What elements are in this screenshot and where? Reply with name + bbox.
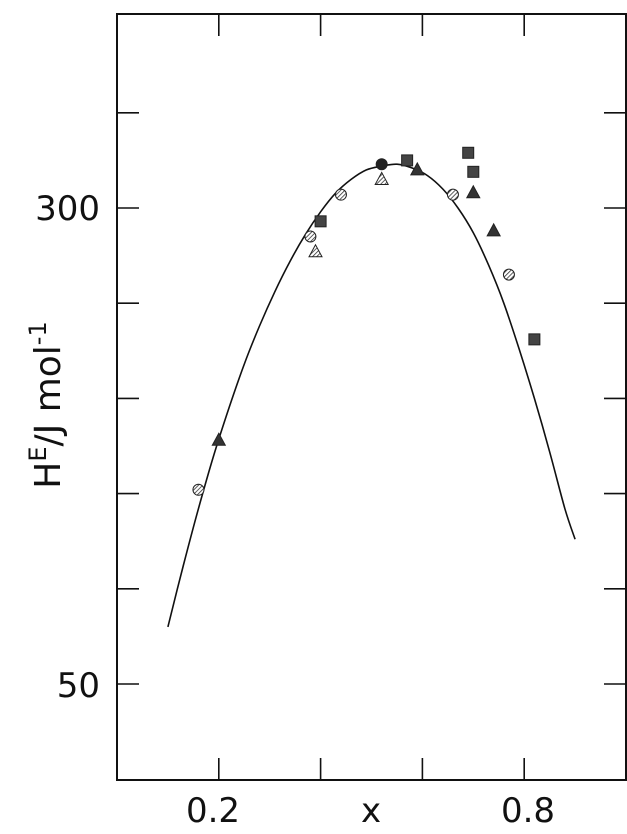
data-point-circle-hatched-4	[502, 268, 515, 281]
y-tick-label-300: 300	[35, 189, 100, 229]
x-axis-ticks	[218, 14, 526, 780]
data-point-triangle-filled-1	[409, 161, 425, 176]
data-point-circle-filled-0	[375, 158, 388, 171]
data-point-triangle-filled-2	[465, 184, 481, 199]
y-label-sup2: -1	[24, 321, 52, 345]
data-point-square-filled-0	[314, 215, 327, 228]
data-point-circle-hatched-2	[334, 188, 347, 201]
x-axis-label: x	[361, 791, 381, 831]
data-point-circle-hatched-1	[304, 230, 317, 243]
x-tick-label-0.8: 0.8	[501, 791, 555, 831]
y-label-sup1: E	[24, 446, 52, 461]
y-tick-label-50: 50	[57, 666, 100, 706]
data-point-square-filled-3	[467, 165, 480, 178]
data-point-triangle-hatched-1	[374, 171, 390, 185]
x-tick-label-0.2: 0.2	[186, 791, 240, 831]
data-point-circle-hatched-0	[192, 483, 205, 496]
data-point-triangle-hatched-0	[308, 243, 323, 258]
data-point-square-filled-4	[528, 333, 541, 346]
data-point-square-filled-2	[462, 146, 475, 159]
y-label-main: H	[28, 462, 69, 489]
data-points	[192, 146, 541, 496]
plot-frame	[116, 13, 627, 781]
y-axis-label: HE/J mol-1	[24, 321, 69, 488]
data-point-square-filled-1	[401, 154, 414, 167]
y-axis-ticks	[117, 112, 626, 685]
data-point-triangle-filled-0	[211, 432, 227, 446]
fit-curve	[167, 163, 576, 628]
data-point-circle-hatched-3	[446, 188, 459, 201]
y-label-unit: /J mol	[28, 345, 69, 446]
data-point-triangle-filled-3	[486, 222, 501, 237]
